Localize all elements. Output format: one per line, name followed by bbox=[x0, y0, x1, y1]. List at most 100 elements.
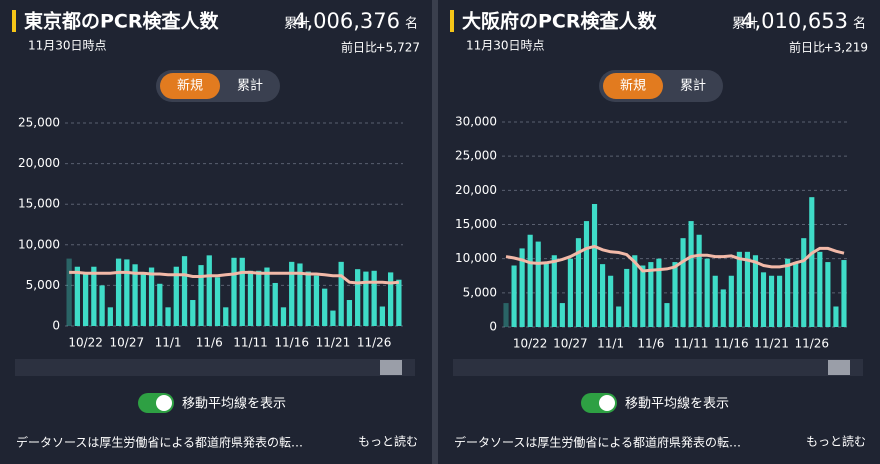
bar bbox=[777, 275, 783, 327]
bar bbox=[132, 264, 138, 326]
bar bbox=[214, 277, 221, 326]
x-tick-label: 11/16 bbox=[274, 336, 309, 350]
bar bbox=[346, 300, 353, 326]
read-more[interactable]: もっと読む bbox=[806, 434, 866, 449]
bar bbox=[551, 255, 557, 327]
date: 11月30日時点 bbox=[466, 39, 545, 53]
x-tick-label: 11/1 bbox=[597, 337, 624, 351]
y-tick-label: 20,000 bbox=[455, 183, 497, 197]
bar bbox=[66, 258, 72, 326]
tab[interactable]: 新規 bbox=[620, 78, 646, 94]
date: 11月30日時点 bbox=[28, 39, 107, 53]
bar bbox=[640, 265, 646, 327]
y-tick-label: 15,000 bbox=[455, 217, 497, 231]
bar bbox=[297, 263, 303, 326]
tab-active[interactable] bbox=[160, 73, 220, 99]
bar bbox=[181, 256, 188, 326]
bar bbox=[140, 272, 146, 326]
scroll-thumb[interactable] bbox=[828, 360, 850, 375]
bar bbox=[280, 307, 287, 326]
x-tick-label: 11/16 bbox=[714, 337, 749, 351]
bar bbox=[624, 268, 630, 327]
tab-active[interactable] bbox=[603, 73, 663, 99]
tab[interactable]: 累計 bbox=[237, 78, 263, 94]
scrollbar[interactable] bbox=[15, 359, 415, 376]
bar bbox=[583, 221, 590, 327]
bar bbox=[527, 234, 533, 327]
y-tick-label: 0 bbox=[52, 319, 60, 333]
bar bbox=[256, 270, 262, 326]
diff: +3,219 bbox=[824, 41, 868, 55]
bar bbox=[793, 262, 799, 327]
bar bbox=[115, 258, 122, 326]
bar bbox=[124, 259, 130, 326]
toggle-label: 移動平均線を表示 bbox=[625, 396, 729, 412]
x-tick-label: 11/6 bbox=[196, 336, 223, 350]
title-accent bbox=[450, 10, 454, 32]
unit: 名 bbox=[853, 16, 866, 32]
y-tick-label: 5,000 bbox=[26, 278, 60, 292]
bar bbox=[322, 288, 328, 326]
bar bbox=[720, 289, 726, 327]
bar bbox=[672, 262, 678, 327]
bar bbox=[371, 270, 377, 326]
toggle-label: 移動平均線を表示 bbox=[182, 396, 286, 412]
read-more[interactable]: もっと読む bbox=[358, 434, 418, 449]
footer: データソースは厚生労働省による都道府県発表の転… bbox=[454, 435, 741, 450]
bar bbox=[648, 262, 654, 327]
bar bbox=[696, 234, 702, 327]
bar bbox=[688, 221, 694, 327]
bar bbox=[91, 266, 97, 326]
bar bbox=[543, 262, 549, 327]
y-tick-label: 5,000 bbox=[463, 285, 497, 299]
y-tick-label: 10,000 bbox=[455, 251, 497, 265]
bar bbox=[231, 257, 237, 326]
bar bbox=[632, 255, 638, 327]
x-tick-label: 11/26 bbox=[794, 337, 829, 351]
y-tick-label: 25,000 bbox=[455, 149, 497, 163]
bar bbox=[744, 251, 750, 327]
unit: 名 bbox=[405, 16, 418, 32]
bar bbox=[833, 306, 839, 327]
bar bbox=[272, 282, 278, 326]
bar bbox=[148, 267, 155, 326]
bar bbox=[768, 275, 775, 327]
scrollbar[interactable] bbox=[453, 359, 863, 376]
toggle-knob[interactable] bbox=[156, 395, 172, 411]
bar bbox=[656, 258, 662, 327]
bar bbox=[363, 271, 369, 326]
bar bbox=[313, 275, 320, 326]
diff-label: 前日比 bbox=[789, 40, 825, 55]
y-tick-label: 30,000 bbox=[455, 115, 497, 129]
x-tick-label: 11/11 bbox=[674, 337, 709, 351]
bar bbox=[511, 265, 517, 327]
bar bbox=[704, 258, 710, 327]
x-tick-label: 10/22 bbox=[68, 336, 103, 350]
bar bbox=[289, 261, 295, 326]
bar bbox=[519, 248, 525, 327]
bar bbox=[736, 251, 742, 327]
bar bbox=[809, 197, 815, 327]
bar bbox=[785, 258, 791, 327]
bar bbox=[503, 303, 509, 327]
bar bbox=[107, 307, 113, 326]
bar bbox=[600, 264, 606, 327]
bar bbox=[567, 258, 573, 327]
bar bbox=[535, 241, 541, 327]
bar bbox=[801, 238, 807, 327]
bar bbox=[223, 307, 229, 326]
panel-title: 大阪府のPCR検査人数 bbox=[462, 10, 657, 33]
bar bbox=[712, 275, 718, 327]
bar bbox=[728, 275, 734, 327]
x-tick-label: 11/6 bbox=[637, 337, 664, 351]
bar bbox=[841, 260, 847, 327]
panel-title: 東京都のPCR検査人数 bbox=[24, 10, 219, 33]
tab[interactable]: 新規 bbox=[177, 78, 203, 94]
y-tick-label: 15,000 bbox=[18, 197, 60, 211]
bar bbox=[305, 271, 311, 326]
scroll-thumb[interactable] bbox=[380, 360, 402, 375]
tab[interactable]: 累計 bbox=[680, 78, 706, 94]
total: 4,010,653 bbox=[741, 9, 848, 33]
moving-average-line bbox=[505, 244, 845, 273]
toggle-knob[interactable] bbox=[599, 395, 615, 411]
